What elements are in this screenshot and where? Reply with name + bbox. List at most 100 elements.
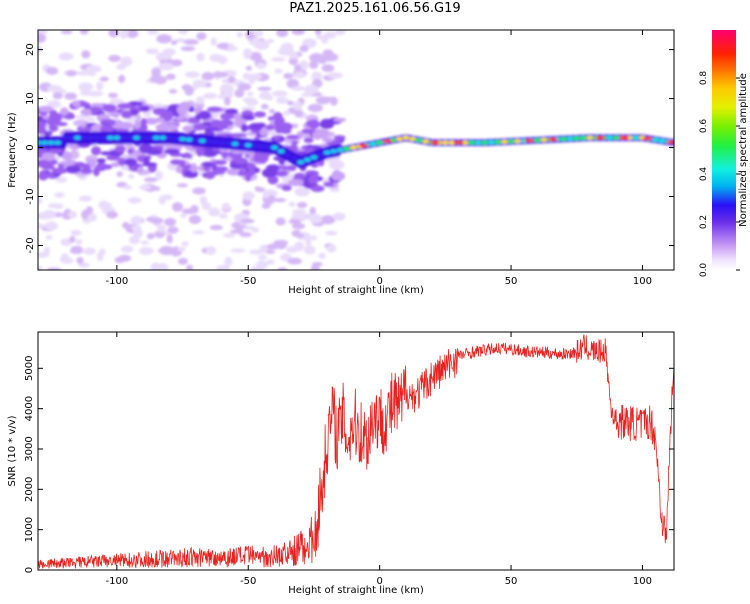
- snr-ytick-label: 5000: [24, 356, 35, 381]
- spectrogram-noise-blob: [224, 256, 233, 267]
- spectrogram-noise-blob: [128, 173, 135, 179]
- spectrogram-ridge-core: [192, 138, 200, 143]
- spectrogram-noise-blob: [176, 183, 188, 188]
- spectrogram-band-blob: [102, 104, 117, 113]
- spectrogram-noise-blob: [158, 195, 166, 205]
- spectrogram-ridge-core: [47, 140, 55, 145]
- spectrogram-xlabel: Height of straight line (km): [288, 285, 424, 296]
- spectrogram-noise-blob: [239, 232, 252, 238]
- spectrogram-noise-blob: [85, 65, 102, 73]
- spectrogram-band-blob: [287, 179, 304, 187]
- spectrogram-band-blob: [308, 175, 319, 185]
- spectrogram-band-blob: [253, 111, 266, 118]
- spectrogram-band-blob: [241, 123, 248, 133]
- spectrogram-ridge-core: [303, 157, 311, 162]
- spectrogram-band-blob: [333, 135, 346, 140]
- spectrogram-band-blob: [80, 168, 93, 175]
- spectrogram-noise-blob: [221, 91, 234, 99]
- spectrogram-ytick-label: 20: [25, 43, 36, 56]
- spectrogram-band-blob: [203, 127, 220, 132]
- spectrogram-noise-blob: [196, 52, 205, 62]
- spectrogram-band-blob: [38, 105, 54, 113]
- spectrogram-ridge-core: [244, 143, 252, 148]
- spectrogram-noise-blob: [219, 55, 226, 65]
- spectrogram-noise-blob: [138, 184, 152, 190]
- spectrogram-noise-blob: [180, 46, 196, 52]
- spectrogram-noise-blob: [223, 232, 236, 238]
- spectrogram-ridge-core: [448, 140, 456, 145]
- spectrogram-noise-blob: [321, 64, 335, 73]
- spectrogram-ridge-core: [376, 140, 384, 145]
- spectrogram-band-blob: [59, 107, 69, 116]
- spectrogram-band-blob: [127, 148, 134, 155]
- spectrogram-ytick-label: -10: [25, 188, 36, 204]
- spectrogram-band-blob: [267, 116, 275, 121]
- spectrogram-band-blob: [252, 154, 269, 163]
- spectrogram-band-blob: [276, 116, 285, 127]
- spectrogram-noise-blob: [329, 96, 338, 106]
- spectrogram-peak: [619, 136, 630, 140]
- snr-xtick-label: 100: [633, 576, 652, 587]
- spectrogram-noise-blob: [170, 40, 178, 46]
- snr-panel: -100 -50 0 50 100 0 1000 2000 3000 4000 5000 Heig…: [7, 331, 675, 596]
- spectrogram-ridge-core: [152, 135, 160, 140]
- spectrogram-band-blob: [274, 123, 284, 134]
- spectrogram-ridge-core: [251, 143, 259, 148]
- spectrogram-noise-blob: [87, 213, 97, 222]
- spectrogram-noise-blob: [287, 100, 294, 106]
- spectrogram-noise-blob: [38, 223, 47, 229]
- spectrogram-frame: [37, 29, 675, 271]
- spectrogram-noise-blob: [131, 225, 142, 231]
- spectrogram-noise-blob: [276, 97, 289, 104]
- spectrogram-noise-blob: [123, 185, 133, 190]
- spectrogram-noise-blob: [145, 48, 160, 55]
- spectrogram-noise-blob: [219, 213, 228, 219]
- spectrogram-noise-blob: [195, 96, 205, 105]
- snr-y-axis: 0 1000 2000 3000 4000 5000: [24, 356, 674, 573]
- spectrogram-noise-blob: [268, 108, 276, 114]
- spectrogram-blobs: [38, 30, 674, 270]
- spectrogram-noise-blob: [68, 210, 78, 219]
- spectrogram-xtick-label: -100: [105, 276, 128, 287]
- spectrogram-noise-blob: [42, 209, 57, 220]
- spectrogram-band-blob: [265, 124, 275, 131]
- spectrogram-noise-blob: [98, 200, 109, 210]
- spectrogram-noise-blob: [38, 251, 50, 258]
- chart-title: PAZ1.2025.161.06.56.G19: [289, 1, 461, 16]
- spectrogram-band-blob: [124, 158, 138, 167]
- spectrogram-band-blob: [38, 159, 51, 168]
- spectrogram-ridge-core: [481, 140, 489, 145]
- spectrogram-noise-blob: [327, 72, 344, 79]
- spectrogram-band-blob: [38, 120, 46, 129]
- spectrogram-band-blob: [230, 113, 245, 120]
- spectrogram-noise-blob: [52, 203, 64, 210]
- spectrogram-band-blob: [101, 164, 113, 170]
- spectrogram-band-blob: [288, 135, 296, 140]
- spectrogram-ridge-core: [100, 135, 108, 140]
- spectrogram-noise-blob: [130, 215, 143, 225]
- spectrogram-noise-blob: [256, 62, 266, 70]
- spectrogram-band-blob: [203, 121, 212, 127]
- spectrogram-band-blob: [152, 107, 168, 116]
- spectrogram-ridge-core: [658, 138, 666, 143]
- spectrogram-noise-blob: [167, 226, 179, 234]
- spectrogram-ridge-core: [336, 148, 344, 152]
- spectrogram-xtick-label: 100: [633, 276, 652, 287]
- spectrogram-noise-blob: [178, 30, 189, 35]
- spectrogram-ridge-core: [533, 138, 541, 143]
- spectrogram-band-blob: [80, 108, 94, 116]
- colorbar-tick-label: 0.4: [699, 167, 709, 182]
- spectrogram-noise-blob: [315, 96, 331, 105]
- spectrogram-band-blob: [117, 158, 126, 166]
- spectrogram-noise-blob: [157, 51, 172, 61]
- spectrogram-noise-blob: [78, 82, 94, 91]
- spectrogram-noise-blob: [120, 245, 134, 253]
- spectrogram-band-blob: [140, 118, 147, 128]
- spectrogram-noise-blob: [196, 32, 207, 40]
- spectrogram-ridge-core: [133, 135, 141, 140]
- spectrogram-noise-blob: [326, 244, 337, 253]
- spectrogram-band-blob: [48, 109, 58, 117]
- spectrogram-peak: [548, 137, 559, 142]
- spectrogram-band-blob: [320, 118, 334, 128]
